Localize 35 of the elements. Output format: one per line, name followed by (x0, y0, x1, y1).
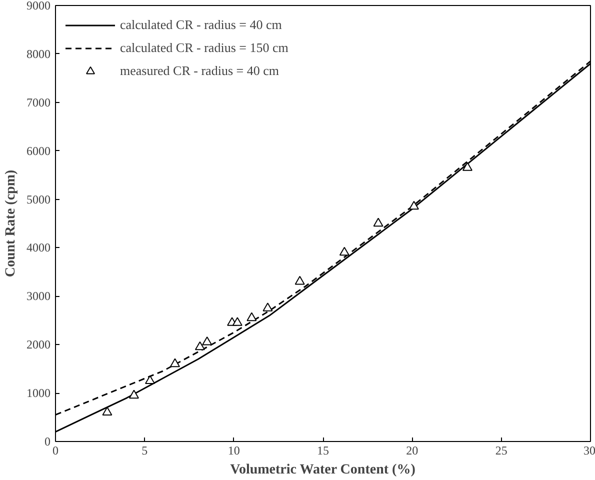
x-tick-label: 15 (317, 444, 329, 458)
x-tick-label: 20 (406, 444, 418, 458)
legend-label: calculated CR - radius = 40 cm (120, 17, 282, 33)
y-axis-title: Count Rate (cpm) (4, 170, 18, 278)
point (194, 341, 205, 350)
point (202, 336, 212, 346)
x-tick-label: 10 (228, 444, 240, 458)
point (170, 358, 180, 368)
point (462, 162, 472, 171)
point (339, 246, 350, 256)
point (262, 302, 273, 312)
point (408, 200, 419, 210)
point (294, 276, 305, 285)
y-tick-label: 1000 (26, 386, 50, 400)
point (102, 406, 112, 416)
point (232, 317, 242, 326)
x-axis-title: Volumetric Water Content (%) (230, 462, 416, 478)
y-tick-label: 6000 (26, 144, 50, 158)
y-tick-label: 8000 (26, 46, 50, 61)
y-tick-label: 0 (44, 434, 50, 448)
point (145, 375, 156, 384)
x-tick-label: 5 (142, 444, 148, 458)
y-tick-label: 3000 (26, 289, 50, 304)
y-tick-label: 5000 (26, 192, 50, 206)
point (128, 390, 139, 399)
legend-label: measured CR - radius = 40 cm (120, 63, 279, 79)
x-tick-label: 25 (495, 444, 508, 458)
y-tick-label: 2000 (26, 338, 50, 352)
point (373, 218, 384, 227)
y-tick-label: 9000 (26, 0, 50, 12)
legend-label: calculated CR - radius = 150 cm (120, 40, 288, 56)
point (246, 312, 257, 322)
y-tick-label: 4000 (26, 240, 50, 255)
x-tick-label: 30 (584, 444, 595, 458)
y-tick-label: 7000 (26, 95, 50, 110)
